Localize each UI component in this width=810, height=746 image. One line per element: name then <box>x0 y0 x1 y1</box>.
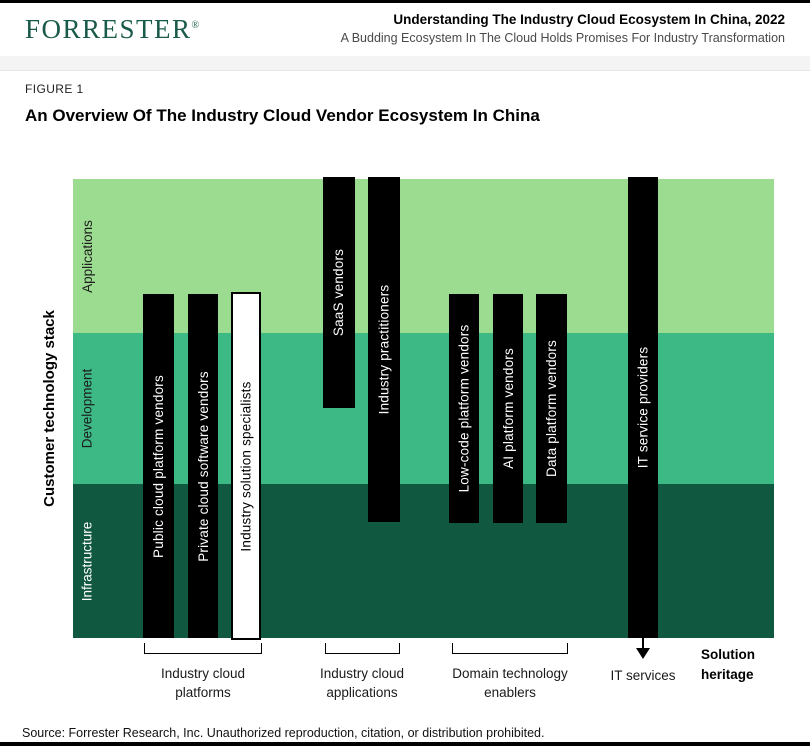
figure-label: FIGURE 1 <box>25 82 84 96</box>
vendor-bar-it-service-providers: IT service providers <box>628 177 658 638</box>
vendor-bar-saas-vendors: SaaS vendors <box>323 177 355 408</box>
vendor-bar-label: Public cloud platform vendors <box>151 374 167 558</box>
band-label-infrastructure: Infrastructure <box>79 521 95 601</box>
bottom-rule <box>0 742 810 746</box>
down-arrow-stem <box>642 638 644 650</box>
group-label-industry-cloud-platforms: Industry cloud platforms <box>160 666 246 700</box>
header-divider <box>0 56 810 71</box>
group-bracket-domain-technology-enablers <box>452 643 568 654</box>
vendor-bar-label: Industry solution specialists <box>238 380 254 552</box>
vendor-bar-industry-practitioners: Industry practitioners <box>368 177 400 522</box>
vendor-bar-label: Private cloud software vendors <box>195 370 211 562</box>
band-label-development: Development <box>79 368 95 449</box>
y-axis-label: Customer technology stack <box>34 179 64 638</box>
brand-text: FORRESTER <box>25 14 192 44</box>
vendor-bar-low-code-platform-vendors: Low-code platform vendors <box>449 294 479 523</box>
source-line: Source: Forrester Research, Inc. Unautho… <box>22 726 545 740</box>
vendor-bar-label: IT service providers <box>635 346 651 469</box>
vendor-bar-label: Industry practitioners <box>376 284 392 415</box>
group-label-domain-technology-enablers: Domain technology enablers <box>452 666 568 700</box>
group-label-industry-cloud-applications: Industry cloud applications <box>319 666 405 700</box>
band-infrastructure <box>73 484 774 638</box>
vendor-bar-industry-solution-specialists: Industry solution specialists <box>231 292 261 640</box>
vendor-bar-label: SaaS vendors <box>331 248 347 337</box>
forrester-logo: FORRESTER® <box>25 14 199 45</box>
band-label-applications: Applications <box>79 219 95 293</box>
vendor-bar-label: AI platform vendors <box>500 348 516 469</box>
registered-mark: ® <box>191 20 200 31</box>
solution-heritage-label: Solution heritage <box>701 647 755 682</box>
vendor-bar-label: Low-code platform vendors <box>456 324 472 493</box>
group-bracket-industry-cloud-applications <box>325 643 400 654</box>
report-header: Understanding The Industry Cloud Ecosyst… <box>341 12 785 45</box>
report-subtitle: A Budding Ecosystem In The Cloud Holds P… <box>340 31 785 45</box>
figure-title: An Overview Of The Industry Cloud Vendor… <box>25 106 540 125</box>
down-arrow-icon <box>636 648 650 659</box>
group-bracket-industry-cloud-platforms <box>144 643 262 654</box>
vendor-bar-data-platform-vendors: Data platform vendors <box>536 294 567 523</box>
top-rule <box>0 0 810 3</box>
stack-chart <box>73 179 774 638</box>
vendor-bar-ai-platform-vendors: AI platform vendors <box>493 294 523 523</box>
band-development <box>73 333 774 484</box>
vendor-bar-private-cloud-software-vendors: Private cloud software vendors <box>188 294 218 638</box>
group-label-it-services: IT services <box>610 668 676 683</box>
vendor-bar-label: Data platform vendors <box>544 339 560 478</box>
band-applications <box>73 179 774 333</box>
vendor-bar-public-cloud-platform-vendors: Public cloud platform vendors <box>143 294 174 638</box>
report-title: Understanding The Industry Cloud Ecosyst… <box>393 12 785 27</box>
y-axis-label-text: Customer technology stack <box>40 310 58 507</box>
